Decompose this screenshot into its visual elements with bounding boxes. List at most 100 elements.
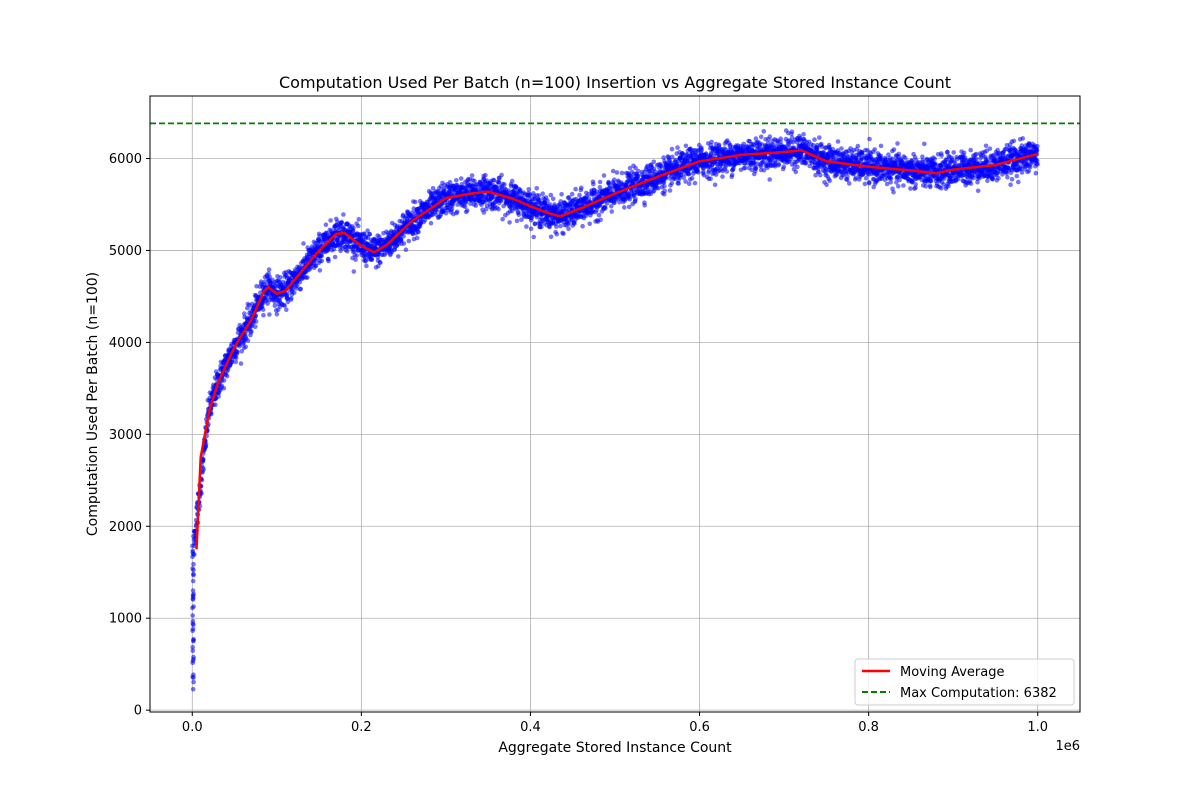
scatter-point <box>253 324 258 329</box>
scatter-point <box>696 170 701 175</box>
scatter-point <box>305 275 310 280</box>
scatter-point <box>603 206 608 211</box>
scatter-point <box>580 224 585 229</box>
scatter-point <box>573 187 578 192</box>
scatter-point <box>891 190 896 195</box>
scatter-point <box>356 224 361 229</box>
scatter-point <box>261 313 266 318</box>
scatter-point <box>320 253 325 258</box>
scatter-point <box>939 186 944 191</box>
scatter-point <box>278 275 283 280</box>
scatter-point <box>836 139 841 144</box>
scatter-point <box>364 264 369 269</box>
scatter-point <box>549 235 554 240</box>
scatter-point <box>267 267 272 272</box>
scatter-point <box>191 648 196 653</box>
scatter-point <box>551 197 556 202</box>
scatter-point <box>319 259 324 264</box>
scatter-point <box>191 622 196 627</box>
scatter-point <box>190 613 195 618</box>
scatter-point <box>743 166 748 171</box>
scatter-point <box>579 186 584 191</box>
scatter-point <box>713 183 718 188</box>
scatter-point <box>863 182 868 187</box>
scatter-point <box>555 232 560 237</box>
scatter-point <box>292 290 297 295</box>
scatter-point <box>531 235 536 240</box>
scatter-point <box>690 176 695 181</box>
scatter-point <box>591 182 596 187</box>
scatter-point <box>587 222 592 227</box>
scatter-point <box>725 169 730 174</box>
scatter-point <box>353 257 358 262</box>
scatter-point <box>190 606 195 611</box>
scatter-point <box>707 168 712 173</box>
scatter-point <box>275 312 280 317</box>
scatter-point <box>324 222 329 227</box>
scatter-point <box>864 176 869 181</box>
scatter-point <box>598 218 603 223</box>
scatter-point <box>687 182 692 187</box>
scatter-point <box>777 162 782 167</box>
scatter-point <box>867 180 872 185</box>
scatter-point <box>602 173 607 178</box>
scatter-point <box>693 181 698 186</box>
scatter-point <box>609 204 614 209</box>
scatter-point <box>913 182 918 187</box>
scatter-point <box>526 187 531 192</box>
scatter-point <box>597 213 602 218</box>
scatter-point <box>896 184 901 189</box>
scatter-point <box>561 231 566 236</box>
scatter-point <box>341 212 346 217</box>
scatter-point <box>946 184 951 189</box>
scatter-point <box>795 165 800 170</box>
scatter-point <box>684 144 689 149</box>
scatter-point <box>529 226 534 231</box>
scatter-point <box>282 303 287 308</box>
scatter-point <box>988 146 993 151</box>
scatter-point <box>191 687 196 692</box>
scatter-point <box>812 137 817 142</box>
scatter-point <box>249 329 254 334</box>
scatter-point <box>558 224 563 229</box>
scatter-point <box>429 221 434 226</box>
scatter-point <box>668 188 673 193</box>
scatter-point <box>656 186 661 191</box>
scatter-point <box>827 178 832 183</box>
scatter-point <box>378 261 383 266</box>
scatter-point <box>354 253 359 258</box>
scatter-point <box>225 374 230 379</box>
scatter-point <box>642 203 647 208</box>
scatter-point <box>499 173 504 178</box>
scatter-point <box>191 680 196 685</box>
scatter-point <box>778 136 783 141</box>
scatter-point <box>856 144 861 149</box>
scatter-point <box>470 173 475 178</box>
scatter-point <box>191 655 196 660</box>
scatter-point <box>720 174 725 179</box>
scatter-point <box>510 179 515 184</box>
scatter-point <box>239 361 244 366</box>
scatter-point <box>222 378 227 383</box>
scatter-point <box>951 150 956 155</box>
scatter-point <box>892 147 897 152</box>
scatter-point <box>845 175 850 180</box>
scatter-point <box>246 338 251 343</box>
scatter-point <box>908 186 913 191</box>
scatter-point <box>801 132 806 137</box>
scatter-point <box>370 257 375 262</box>
scatter-point <box>289 296 294 301</box>
scatter-point <box>928 185 933 190</box>
scatter-point <box>570 192 575 197</box>
scatter-point <box>815 146 820 151</box>
scatter-point <box>407 239 412 244</box>
scatter-point <box>662 189 667 194</box>
scatter-point <box>191 579 196 584</box>
scatter-point <box>285 292 290 297</box>
scatter-point <box>502 182 507 187</box>
chart-title: Computation Used Per Batch (n=100) Inser… <box>279 73 951 92</box>
scatter-point <box>191 562 196 567</box>
scatter-point <box>191 592 196 597</box>
